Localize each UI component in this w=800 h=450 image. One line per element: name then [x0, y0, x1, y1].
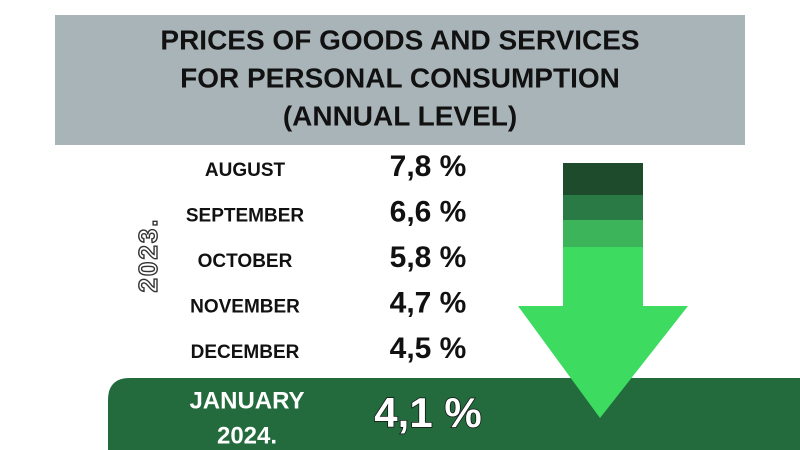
arrow-band [563, 195, 643, 221]
arrow-head [518, 247, 688, 418]
header-panel [55, 15, 745, 145]
rate-value: 5,8 % [390, 241, 467, 274]
down-arrow [518, 163, 688, 418]
rate-value: 7,8 % [390, 150, 467, 183]
highlight-month: JANUARY [189, 387, 304, 414]
highlight-panel [108, 378, 800, 450]
title-line: PRICES OF GOODS AND SERVICES [160, 24, 639, 55]
title-line: (ANNUAL LEVEL) [283, 100, 517, 131]
rate-value: 6,6 % [390, 195, 467, 228]
month-label: AUGUST [205, 160, 286, 181]
title-line: FOR PERSONAL CONSUMPTION [180, 62, 620, 93]
highlight-year: 2024. [217, 422, 277, 449]
rows: AUGUST 7,8 % SEPTEMBER 6,6 % OCTOBER 5,8 % NOV… [186, 150, 466, 365]
month-label: NOVEMBER [190, 297, 300, 318]
month-label: SEPTEMBER [186, 206, 305, 227]
month-label: OCTOBER [198, 251, 293, 272]
year-label: 2023. [133, 217, 163, 292]
arrow-band [563, 220, 643, 248]
highlight-value: 4,1 % [374, 389, 481, 436]
month-label: DECEMBER [191, 342, 300, 363]
rate-value: 4,7 % [390, 286, 467, 319]
arrow-band [563, 163, 643, 196]
rate-value: 4,5 % [390, 332, 467, 365]
